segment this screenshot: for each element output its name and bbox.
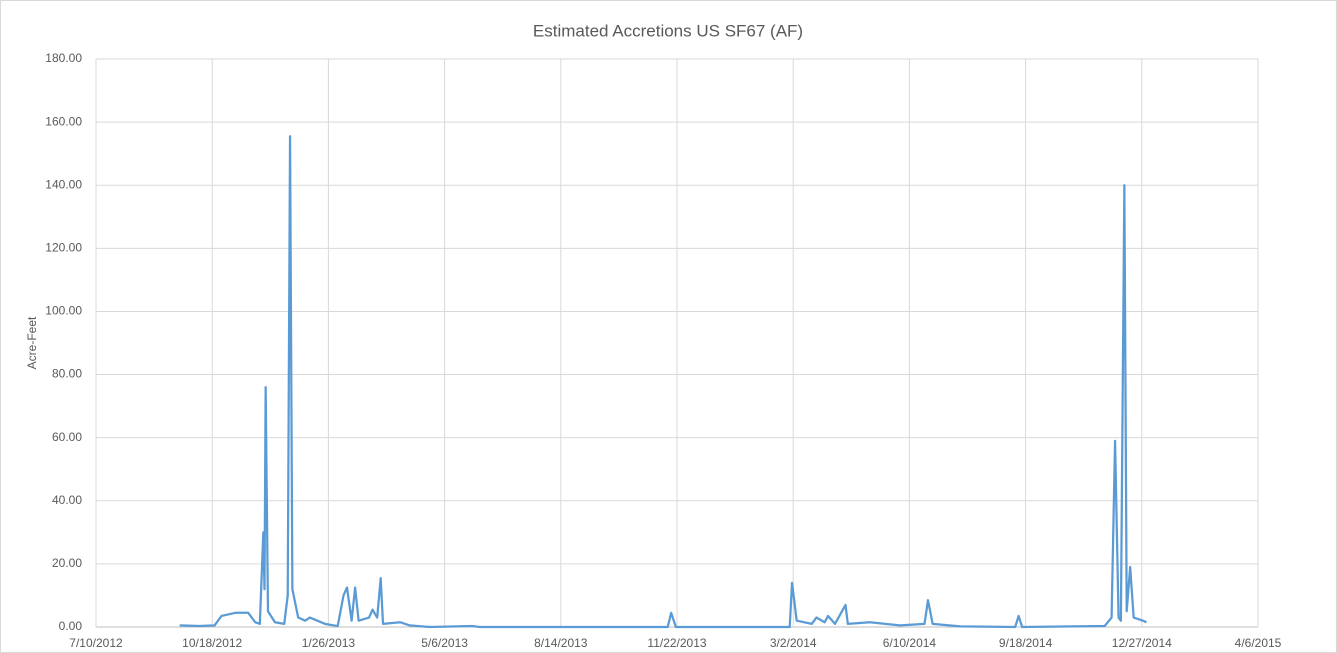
x-tick-label: 7/10/2012: [69, 636, 123, 650]
x-tick-label: 10/18/2012: [182, 636, 242, 650]
y-tick-label: 180.00: [45, 51, 82, 65]
x-tick-label: 6/10/2014: [883, 636, 937, 650]
y-tick-label: 100.00: [45, 304, 82, 318]
x-tick-label: 3/2/2014: [770, 636, 817, 650]
y-tick-label: 140.00: [45, 177, 82, 191]
y-tick-label: 60.00: [52, 430, 82, 444]
y-tick-label: 120.00: [45, 241, 82, 255]
chart-title: Estimated Accretions US SF67 (AF): [533, 21, 803, 40]
data-line: [179, 135, 1147, 629]
x-tick-label: 4/6/2015: [1235, 636, 1282, 650]
y-tick-label: 20.00: [52, 556, 82, 570]
y-tick-label: 40.00: [52, 493, 82, 507]
x-tick-label: 8/14/2013: [534, 636, 588, 650]
x-tick-label: 9/18/2014: [999, 636, 1053, 650]
x-tick-label: 5/6/2013: [421, 636, 468, 650]
x-tick-label: 11/22/2013: [647, 636, 706, 650]
x-tick-label: 1/26/2013: [302, 636, 356, 650]
y-tick-label: 160.00: [45, 114, 82, 128]
x-tick-label: 12/27/2014: [1112, 636, 1172, 650]
y-axis-label: Acre-Feet: [25, 316, 39, 369]
y-tick-label: 0.00: [59, 619, 83, 633]
y-tick-label: 80.00: [52, 367, 82, 381]
